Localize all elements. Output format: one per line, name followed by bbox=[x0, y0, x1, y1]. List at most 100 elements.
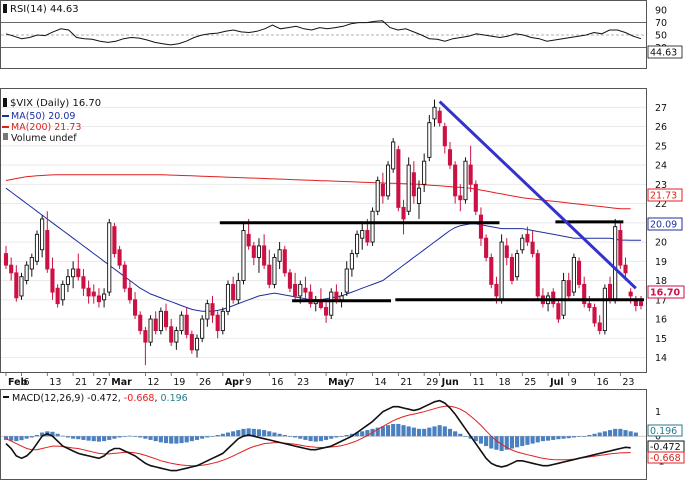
candle bbox=[525, 226, 530, 246]
x-tick-label: 23 bbox=[622, 377, 634, 388]
ma200-legend: MA(200) 21.73 bbox=[11, 122, 81, 133]
candle bbox=[463, 157, 468, 204]
candle-body bbox=[607, 283, 613, 301]
candle bbox=[148, 315, 153, 346]
candle-body bbox=[200, 318, 205, 339]
candle bbox=[422, 153, 427, 193]
rsi-tick-label: 50 bbox=[655, 31, 667, 42]
candle-body bbox=[60, 283, 65, 301]
candle bbox=[613, 218, 618, 304]
candle-body bbox=[163, 310, 169, 328]
macd-hist-bar bbox=[602, 431, 607, 437]
candle bbox=[442, 122, 447, 154]
x-tick-label: Feb bbox=[8, 377, 28, 388]
candle bbox=[194, 334, 200, 358]
candle bbox=[509, 253, 514, 285]
candle bbox=[520, 234, 525, 254]
macd-hist-bar bbox=[329, 436, 334, 439]
macd-hist-bar bbox=[220, 433, 225, 437]
macd-hist-bar bbox=[380, 426, 385, 437]
rsi-value-tag-bg bbox=[647, 45, 683, 59]
macd-hist-bar bbox=[406, 426, 411, 437]
candle bbox=[127, 280, 132, 304]
macd-hist-bar bbox=[60, 435, 65, 437]
candle bbox=[9, 257, 14, 281]
candle-body bbox=[422, 160, 427, 185]
candle bbox=[96, 288, 101, 308]
candle-body bbox=[158, 310, 163, 332]
candle-body bbox=[50, 268, 55, 293]
macd-line bbox=[5, 399, 631, 472]
macd-hist-bar bbox=[205, 436, 210, 438]
candle-body bbox=[535, 253, 540, 297]
candle-body bbox=[556, 303, 561, 320]
candle bbox=[65, 268, 71, 293]
candle-body bbox=[478, 214, 484, 239]
macd-tick-label: 1 bbox=[655, 407, 661, 418]
candle bbox=[391, 138, 396, 173]
candle bbox=[3, 245, 9, 269]
candle bbox=[50, 257, 55, 300]
candle-body bbox=[143, 330, 148, 343]
x-tick-label: 23 bbox=[297, 377, 309, 388]
x-tick-label: 9 bbox=[571, 377, 577, 388]
candle-body bbox=[14, 272, 19, 299]
x-tick-label: 14 bbox=[375, 377, 387, 388]
macd-hist-bar bbox=[324, 436, 329, 440]
candle bbox=[427, 115, 432, 162]
macd-hist-bar bbox=[447, 428, 453, 437]
price-tick-label: 23 bbox=[655, 180, 667, 191]
drawn-trendlines bbox=[219, 100, 644, 303]
candle-body bbox=[437, 110, 442, 124]
candle-body bbox=[329, 291, 334, 316]
candle-body bbox=[494, 283, 499, 297]
candle-body bbox=[561, 280, 566, 316]
x-tick-label: Apr bbox=[225, 377, 244, 388]
candle-body bbox=[148, 318, 153, 343]
candle bbox=[14, 265, 19, 302]
candle bbox=[169, 319, 174, 346]
macd-hist-bar bbox=[453, 431, 458, 437]
macd-hist-bar bbox=[628, 431, 633, 437]
candle bbox=[143, 326, 148, 366]
macd-hist-bar bbox=[86, 436, 91, 441]
candle-body bbox=[447, 149, 453, 166]
macd-hist-bar bbox=[432, 426, 437, 437]
candle-body bbox=[360, 230, 365, 239]
candle bbox=[329, 288, 334, 320]
macd-hist-bar bbox=[515, 436, 520, 448]
candle-body bbox=[179, 314, 184, 332]
price-tick-label: 18 bbox=[655, 276, 667, 287]
macd-hist-bar bbox=[225, 432, 231, 437]
macd-hist-bar bbox=[169, 436, 174, 444]
price-tick-label: 24 bbox=[655, 161, 667, 172]
candle bbox=[256, 238, 262, 273]
candle bbox=[179, 311, 184, 335]
macd-hist-bar bbox=[344, 435, 349, 437]
macd-hist-tag: 0.196 bbox=[650, 426, 677, 437]
candle-body bbox=[344, 268, 349, 293]
candle bbox=[55, 284, 60, 308]
x-tick-label: 16 bbox=[597, 377, 609, 388]
macd-legend: MACD(12,26,9) -0.472, -0.668, 0.196 bbox=[12, 393, 188, 404]
candle bbox=[184, 307, 189, 339]
macd-hist-bar bbox=[318, 436, 323, 442]
macd-hist-bar bbox=[76, 436, 81, 440]
candle-body bbox=[251, 245, 256, 258]
ma50-tag-bg bbox=[647, 217, 683, 231]
macd-tick-label: 0 bbox=[655, 432, 661, 443]
candle-body bbox=[262, 245, 267, 266]
macd-hist-bar bbox=[582, 436, 587, 437]
candle-body bbox=[520, 237, 525, 251]
price-panel-frame bbox=[0, 88, 647, 373]
macd-hist-bar bbox=[354, 432, 360, 437]
macd-hist-bar bbox=[287, 436, 293, 437]
rsi-legend: RSI(14) 44.63 bbox=[10, 4, 79, 15]
candle-body bbox=[592, 307, 597, 324]
candle bbox=[478, 207, 484, 246]
macd-hist-bar bbox=[546, 436, 551, 441]
macd-hist-bar bbox=[65, 436, 71, 438]
rsi-tick-label: 70 bbox=[655, 18, 667, 29]
candle-body bbox=[9, 264, 14, 274]
candle-body bbox=[370, 210, 375, 243]
